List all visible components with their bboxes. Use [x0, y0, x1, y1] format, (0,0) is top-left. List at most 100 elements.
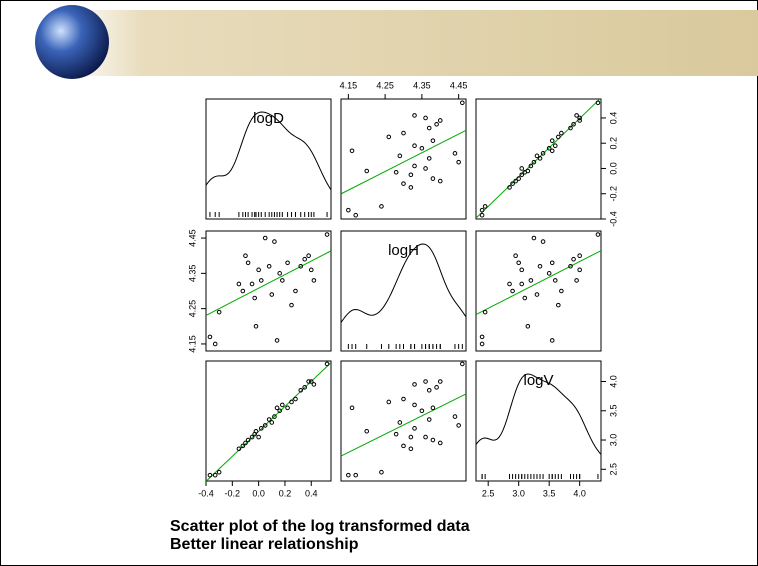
point: [460, 100, 465, 106]
point: [289, 399, 294, 405]
globe: [35, 5, 109, 79]
point: [245, 260, 251, 266]
point: [479, 334, 485, 340]
point: [595, 100, 601, 106]
point: [531, 159, 537, 165]
panel: [340, 230, 467, 352]
point: [434, 121, 439, 127]
point: [408, 185, 414, 190]
fit-line: [341, 393, 466, 457]
point: [311, 278, 317, 283]
point: [412, 382, 417, 387]
point: [280, 402, 285, 408]
point: [401, 181, 406, 186]
tick-label: 0.2: [279, 488, 292, 498]
point: [393, 431, 399, 437]
banner: [60, 10, 758, 76]
point: [482, 309, 488, 315]
tick-label: 3.5: [608, 404, 618, 417]
point: [353, 472, 359, 478]
point: [522, 295, 528, 301]
point: [510, 181, 515, 186]
point: [423, 115, 428, 121]
point: [571, 256, 576, 262]
point: [577, 118, 582, 123]
point: [308, 379, 314, 384]
point: [537, 263, 543, 269]
point: [293, 288, 298, 294]
point: [507, 281, 512, 287]
point: [293, 396, 298, 402]
fit-line: [341, 129, 466, 195]
point: [595, 232, 601, 237]
point: [274, 338, 280, 343]
point: [353, 212, 359, 218]
point: [568, 263, 573, 269]
point: [426, 387, 432, 393]
point: [249, 434, 255, 440]
point: [513, 253, 518, 259]
point: [549, 138, 555, 143]
tick-label: 0.0: [608, 162, 618, 175]
point: [269, 292, 275, 297]
point: [280, 278, 285, 283]
point: [393, 169, 399, 175]
point: [516, 176, 521, 181]
point: [513, 178, 518, 184]
point: [571, 121, 576, 127]
point: [249, 281, 255, 287]
point: [577, 267, 582, 273]
panel: [475, 98, 602, 220]
point: [302, 385, 307, 390]
point: [482, 204, 488, 209]
point: [379, 469, 384, 475]
point: [460, 361, 465, 367]
density-curve: [205, 111, 332, 191]
point: [452, 414, 458, 419]
point: [364, 428, 370, 434]
point: [412, 426, 417, 431]
point: [408, 172, 414, 178]
tick-label: -0.2: [608, 186, 618, 202]
tick-label: 2.5: [482, 488, 495, 498]
point: [272, 239, 277, 244]
point: [401, 396, 406, 402]
point: [349, 405, 355, 411]
point: [412, 113, 417, 118]
point: [456, 159, 461, 165]
tick-label: -0.4: [198, 488, 214, 498]
point: [243, 253, 248, 259]
point: [256, 267, 261, 273]
point: [306, 379, 311, 384]
point: [349, 148, 355, 154]
point: [549, 338, 555, 343]
point: [479, 207, 485, 213]
point: [552, 278, 558, 283]
point: [479, 341, 485, 347]
point: [430, 176, 436, 181]
point: [534, 292, 540, 297]
point: [408, 446, 414, 452]
point: [540, 151, 546, 156]
point: [207, 472, 213, 478]
point: [577, 115, 582, 121]
tick-label: 4.15: [340, 80, 358, 90]
point: [236, 446, 242, 452]
point: [525, 323, 531, 329]
point: [525, 168, 531, 174]
tick-label: 3.0: [608, 434, 618, 447]
point: [534, 153, 540, 159]
point: [401, 443, 406, 449]
point: [426, 125, 432, 131]
point: [568, 125, 573, 131]
point: [272, 414, 277, 419]
tick-label: 0.4: [608, 112, 618, 125]
point: [537, 156, 543, 161]
panel: [475, 230, 602, 352]
point: [277, 408, 282, 414]
point: [346, 472, 351, 478]
point: [386, 134, 392, 140]
caption: Better linear relationship: [170, 536, 359, 553]
point: [285, 260, 290, 266]
